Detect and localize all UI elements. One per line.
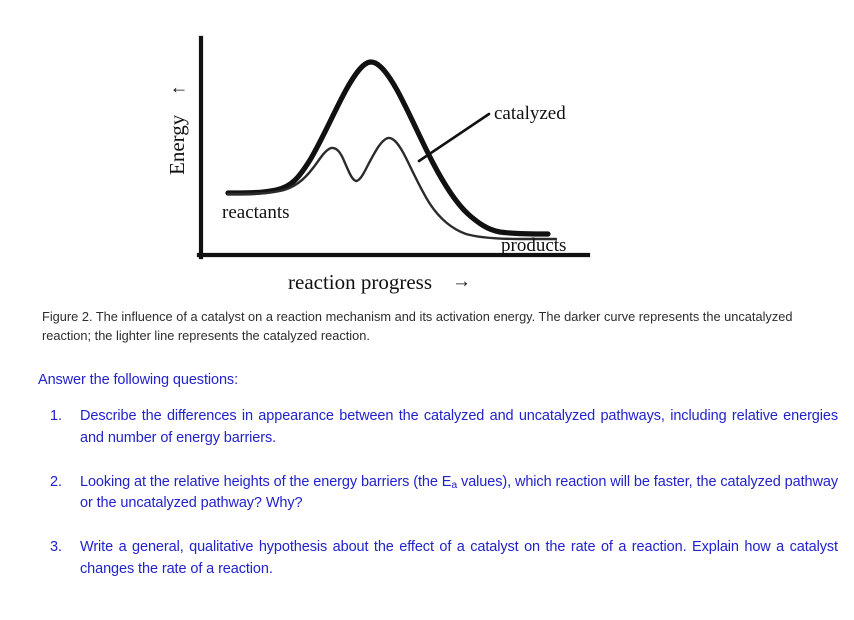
question-item: 2. Looking at the relative heights of th… (38, 472, 838, 516)
question-text-part: Looking at the relative heights of the e… (80, 473, 452, 490)
question-text-part: values), which reaction will be faster, … (80, 473, 838, 512)
question-number: 2. (50, 473, 62, 490)
y-axis-arrow-icon: ↑ (168, 86, 189, 96)
question-item: 1. Describe the differences in appearanc… (38, 406, 838, 450)
y-axis-label: Energy (165, 114, 189, 175)
figure-caption: Figure 2. The influence of a catalyst on… (42, 309, 793, 343)
question-number: 3. (50, 539, 62, 555)
x-axis-label: reaction progress (288, 270, 432, 294)
catalyzed-curve (226, 136, 558, 241)
question-text: Describe the differences in appearance b… (80, 408, 838, 446)
question-text: Write a general, qualitative hypothesis … (80, 539, 838, 577)
questions-section: Answer the following questions: 1. Descr… (38, 372, 838, 603)
catalyzed-label: catalyzed (494, 103, 566, 124)
x-axis-arrow-icon: → (452, 271, 471, 292)
question-text-part: Write a general, qualitative hypothesis … (80, 539, 838, 577)
question-item: 3. Write a general, qualitative hypothes… (38, 537, 838, 581)
question-number: 1. (50, 408, 62, 424)
energy-diagram: Energy ↑ reaction progress → reactants p… (165, 35, 591, 294)
products-label: products (501, 235, 566, 256)
question-list: 1. Describe the differences in appearanc… (38, 406, 838, 581)
answer-prompt: Answer the following questions: (38, 372, 239, 388)
question-text: Looking at the relative heights of the e… (80, 474, 838, 512)
question-subscript: a (451, 479, 458, 491)
figure-block: Energy ↑ reaction progress → reactants p… (0, 0, 854, 343)
reactants-label: reactants (222, 202, 290, 223)
catalyzed-leader-line (417, 112, 491, 163)
uncatalyzed-curve (225, 59, 551, 237)
question-text-part: Describe the differences in appearance b… (80, 408, 838, 446)
